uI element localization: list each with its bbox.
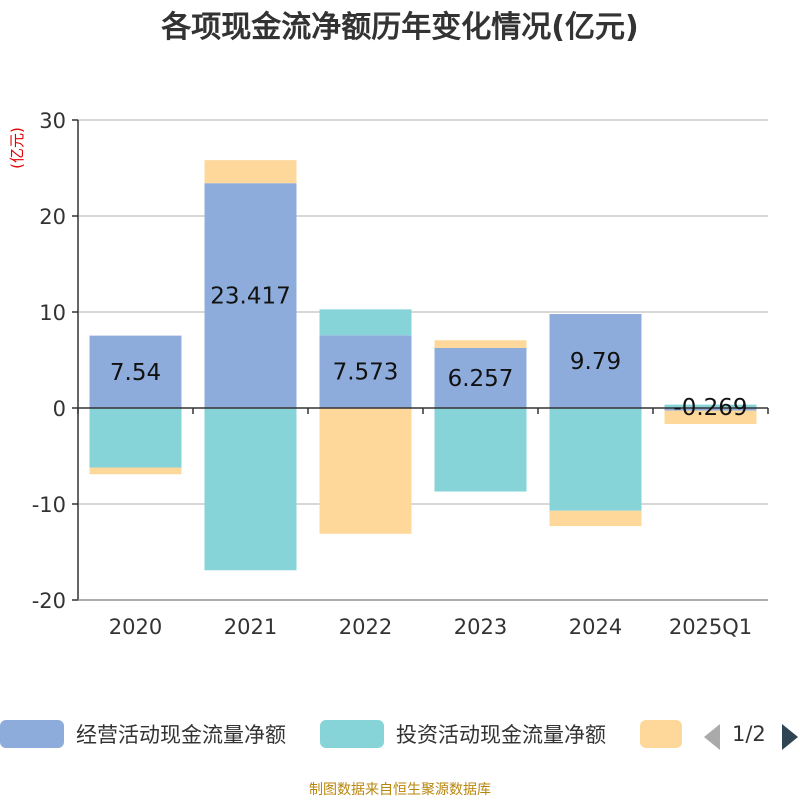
- bar-s2-2020[interactable]: [89, 467, 182, 475]
- chart-title: 各项现金流净额历年变化情况(亿元): [160, 10, 638, 45]
- bar-s0-2021[interactable]: [204, 183, 297, 408]
- bar-s0-2022[interactable]: [319, 335, 412, 408]
- data-label: 7.54: [110, 360, 161, 386]
- legend: 经营活动现金流量净额 投资活动现金流量净额 1/2: [0, 716, 800, 756]
- y-tick-label: 10: [39, 301, 66, 325]
- y-tick-label: 20: [39, 205, 66, 229]
- bar-s0-2024[interactable]: [549, 314, 642, 408]
- y-tick-label: -10: [32, 493, 66, 517]
- bar-s2-2023[interactable]: [434, 340, 527, 348]
- data-label: 23.417: [210, 284, 290, 310]
- chart: 各项现金流净额历年变化情况(亿元) (亿元) -20 -10 0 10 20 30 2020…: [8, 10, 769, 639]
- bar-s1-2020[interactable]: [89, 408, 182, 468]
- y-axis-label: (亿元): [8, 127, 26, 169]
- legend-swatch-financing: [640, 720, 682, 748]
- legend-swatch-investing: [320, 720, 384, 748]
- data-label: 9.79: [570, 349, 621, 375]
- bar-s1-2024[interactable]: [549, 408, 642, 511]
- bar-s1-2021[interactable]: [204, 408, 297, 571]
- footer-source: 制图数据来自恒生聚源数据库: [309, 782, 491, 798]
- y-tick-label: 0: [53, 397, 66, 421]
- bar-s2-2024[interactable]: [549, 510, 642, 527]
- legend-page-indicator: 1/2: [732, 722, 766, 746]
- bar-s0-2025Q1[interactable]: [664, 408, 757, 411]
- legend-next-page-icon[interactable]: [782, 724, 798, 750]
- bar-s0-2020[interactable]: [89, 335, 182, 408]
- y-tick-label: -20: [32, 589, 66, 613]
- bar-s0-2023[interactable]: [434, 347, 527, 408]
- legend-item-financing[interactable]: [640, 716, 682, 752]
- bar-s1-2025Q1[interactable]: [664, 404, 757, 408]
- legend-item-operating[interactable]: 经营活动现金流量净额: [0, 716, 286, 752]
- x-tick-label: 2024: [569, 615, 622, 639]
- x-tick-label: 2021: [224, 615, 277, 639]
- bar-s1-2022[interactable]: [319, 309, 412, 336]
- x-tick-label: 2020: [109, 615, 162, 639]
- legend-item-investing[interactable]: 投资活动现金流量净额: [320, 716, 606, 752]
- bar-s2-2022[interactable]: [319, 408, 412, 534]
- legend-label-operating: 经营活动现金流量净额: [76, 723, 286, 747]
- x-tick-label: 2025Q1: [669, 615, 752, 639]
- data-labels: 7.54 23.417 7.573 6.257 9.79 -0.269: [110, 284, 748, 421]
- bar-s1-2023[interactable]: [434, 408, 527, 492]
- data-label: 7.573: [333, 360, 399, 386]
- legend-label-investing: 投资活动现金流量净额: [396, 723, 606, 747]
- x-tick-label: 2022: [339, 615, 392, 639]
- bars: [89, 160, 757, 571]
- bar-s2-2025Q1[interactable]: [664, 410, 757, 425]
- legend-pager: 1/2: [700, 718, 800, 754]
- legend-swatch-operating: [0, 720, 64, 748]
- axes: -20 -10 0 10 20 30 2020 2021 2022 2023 2024 2025Q1: [32, 109, 769, 639]
- data-label: 6.257: [448, 366, 514, 392]
- y-tick-label: 30: [39, 109, 66, 133]
- legend-prev-page-icon[interactable]: [704, 724, 720, 750]
- bar-s2-2021[interactable]: [204, 160, 297, 184]
- data-label: -0.269: [673, 395, 747, 421]
- x-tick-label: 2023: [454, 615, 507, 639]
